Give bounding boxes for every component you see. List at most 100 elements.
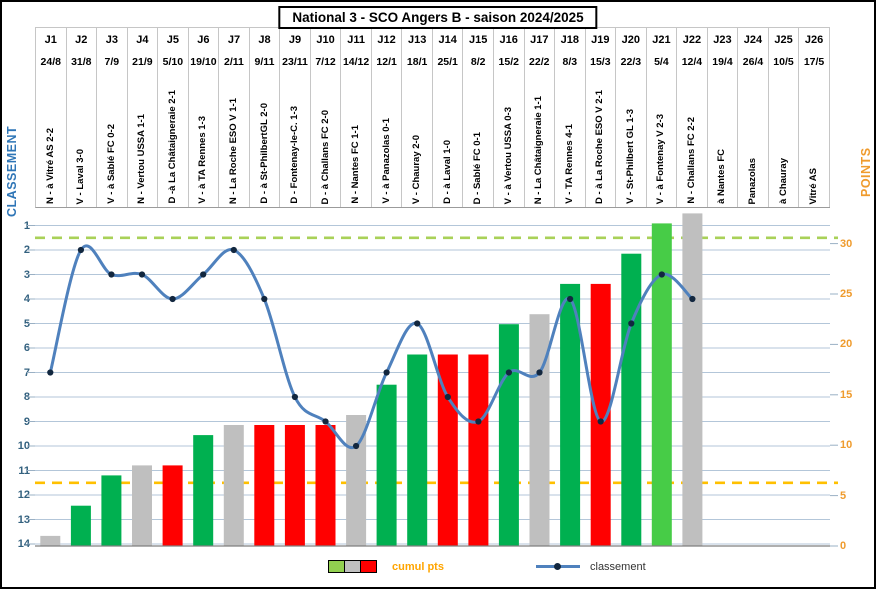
matchday-result-cell: V - à Panazolas 0-1	[381, 72, 392, 207]
matchday-result-cell: Vitré AS	[808, 72, 819, 207]
matchday-column-J17: J17 22/2 N - La Châtaigneraie 1-1	[525, 28, 556, 207]
matchday-column-J22: J22 12/4 N - Challans FC 2-2	[677, 28, 708, 207]
matchday-label: J15	[469, 34, 488, 46]
matchday-column-J25: J25 10/5 à Chauray	[769, 28, 800, 207]
classement-marker-J13	[414, 320, 421, 327]
matchday-label: J6	[197, 34, 210, 46]
left-axis-tick-label: 10	[17, 440, 30, 452]
legend-bars-label: cumul pts	[392, 560, 444, 573]
matchday-label: J4	[136, 34, 149, 46]
right-axis-title: POINTS	[859, 147, 873, 197]
classement-marker-J5	[169, 295, 176, 303]
classement-marker-J17	[536, 369, 543, 376]
cumul-pts-bar-J9	[284, 425, 305, 546]
cumul-pts-bar-J19	[590, 283, 611, 546]
left-axis-tick-label: 3	[23, 268, 30, 281]
matchday-date: 2/11	[224, 56, 244, 68]
legend-line-item: classement	[536, 560, 646, 573]
matchday-result-label: D - Fontenay-le-C. 1-3	[289, 106, 301, 204]
cumul-pts-bar-J10	[315, 425, 336, 546]
matchday-label: J2	[75, 34, 88, 46]
matchday-column-J23: J23 19/4 à Nantes FC	[708, 28, 739, 207]
matchday-result-label: V - St-Philbert GL 1-3	[624, 109, 636, 204]
matchday-label: J14	[438, 34, 457, 46]
cumul-pts-bar-J20	[621, 253, 642, 546]
matchday-date: 5/4	[654, 56, 669, 68]
matchday-result-label: D - à La Roche ESO V 2-1	[594, 89, 606, 204]
matchday-label: J18	[560, 34, 579, 46]
matchday-label: J1	[44, 34, 57, 46]
matchday-result-label: N - Nantes FC 1-1	[350, 125, 362, 204]
right-axis-tick-label: 15	[840, 388, 853, 401]
classement-marker-J19	[597, 418, 604, 425]
matchday-result-label: D - Sablé FC 0-1	[472, 131, 484, 204]
matchday-result-label: D - à St-PhilbertGL 2-0	[258, 103, 270, 204]
matchday-column-J19: J19 15/3 D - à La Roche ESO V 2-1	[586, 28, 617, 207]
matchday-date: 17/5	[803, 56, 825, 68]
cumul-pts-bar-J21	[651, 223, 672, 546]
classement-marker-J10	[322, 418, 329, 425]
matchday-date: 9/11	[254, 56, 275, 68]
left-axis-tick-label: 9	[23, 415, 30, 428]
matchday-column-J13: J13 18/1 V - Chauray 2-0	[402, 28, 433, 207]
matchday-date: 25/1	[437, 56, 458, 68]
classement-marker-J18	[567, 295, 574, 303]
matchday-column-J1: J1 24/8 N - à Vitré AS 2-2	[36, 28, 67, 207]
matchday-date: 24/8	[40, 56, 61, 68]
matchday-result-cell: V - à Vertou USSA 0-3	[503, 72, 514, 207]
left-axis-tick-label: 2	[23, 244, 30, 256]
classement-marker-J22	[689, 295, 696, 303]
classement-marker-J15	[475, 418, 482, 425]
matchday-label: J23	[713, 34, 732, 46]
matchday-label: J17	[530, 34, 549, 46]
matchday-date: 8/3	[562, 56, 578, 68]
matchday-column-J21: J21 5/4 V - à Fontenay V 2-3	[647, 28, 678, 207]
matchday-column-J16: J16 15/2 V - à Vertou USSA 0-3	[494, 28, 525, 207]
classement-marker-J14	[444, 393, 451, 401]
matchday-date: 15/3	[590, 56, 611, 68]
matchday-date: 10/5	[773, 56, 794, 68]
cumul-pts-bar-J5	[162, 465, 183, 546]
matchday-date: 22/3	[620, 56, 642, 68]
cumul-pts-bar-J4	[132, 465, 152, 546]
matchday-column-J20: J20 22/3 V - St-Philbert GL 1-3	[616, 28, 647, 207]
matchday-label: J12	[377, 34, 396, 46]
matchday-result-cell: à Chauray	[778, 72, 789, 207]
classement-marker-J20	[628, 320, 635, 327]
legend-bars-item: cumul pts	[328, 560, 444, 573]
matchday-date: 5/10	[162, 56, 184, 68]
matchday-result-cell: D - à Challans FC 2-0	[320, 72, 331, 207]
matchday-result-cell: V - Chauray 2-0	[411, 72, 422, 207]
matchday-result-label: N - Vertou USSA 1-1	[136, 114, 148, 204]
matchday-result-cell: N - Vertou USSA 1-1	[136, 72, 148, 207]
matchday-label: J8	[258, 34, 271, 46]
cumul-pts-bar-J12	[376, 384, 397, 546]
matchday-column-J12: J12 12/1 V - à Panazolas 0-1	[372, 28, 403, 207]
matchday-date: 12/1	[376, 56, 397, 68]
legend-swatch-win	[328, 560, 345, 573]
chart-plot-area	[27, 213, 838, 547]
classement-marker-J7	[230, 246, 237, 254]
left-axis-tick-label: 11	[18, 464, 30, 477]
matchday-label: J26	[804, 34, 824, 46]
matchday-result-label: V - TA Rennes 4-1	[563, 124, 575, 204]
matchday-result-cell: D - Sablé FC 0-1	[472, 72, 484, 207]
right-axis-tick-label: 10	[840, 439, 853, 452]
matchday-date: 19/4	[712, 56, 733, 68]
legend-swatch-loss	[360, 560, 377, 573]
matchday-column-J11: J11 14/12 N - Nantes FC 1-1	[341, 28, 372, 207]
matchday-result-cell: V - à Fontenay V 2-3	[655, 72, 666, 207]
right-axis-tick-label: 5	[840, 489, 847, 502]
right-axis-tick-label: 0	[840, 540, 847, 552]
matchday-result-cell: à Nantes FC	[716, 72, 727, 207]
matchday-result-cell: N - à Vitré AS 2-2	[45, 72, 56, 207]
classement-marker-J6	[200, 271, 207, 278]
left-axis-tick-label: 4	[23, 293, 30, 305]
matchday-label: J22	[682, 34, 702, 46]
matchday-result-cell: Panazolas	[747, 72, 758, 207]
matchday-date: 14/12	[342, 56, 370, 68]
matchday-column-J26: J26 17/5 Vitré AS	[799, 28, 830, 207]
matchday-date: 31/8	[71, 56, 92, 68]
classement-marker-J2	[77, 246, 84, 254]
